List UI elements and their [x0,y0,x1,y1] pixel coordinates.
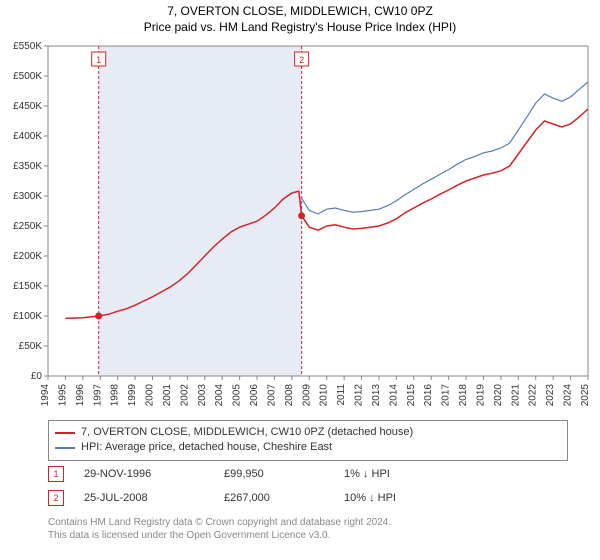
svg-text:2002: 2002 [179,384,190,407]
svg-text:£400K: £400K [13,131,42,142]
sale-price: £267,000 [224,492,344,504]
svg-text:2003: 2003 [197,384,208,407]
price-chart: £0 £50K £100K £150K £200K £250K £300K £350K £400… [0,40,600,420]
legend-label: 7, OVERTON CLOSE, MIDDLEWICH, CW10 0PZ (… [81,425,413,440]
svg-text:2024: 2024 [563,384,574,407]
sale-date: 25-JUL-2008 [84,492,224,504]
svg-text:2004: 2004 [214,384,225,407]
legend: 7, OVERTON CLOSE, MIDDLEWICH, CW10 0PZ (… [48,420,568,461]
svg-text:2012: 2012 [354,384,365,407]
svg-text:£150K: £150K [13,281,42,292]
svg-text:2015: 2015 [406,384,417,407]
svg-text:2020: 2020 [493,384,504,407]
sales-table: 1 29-NOV-1996£99,9501% ↓ HPI 2 25-JUL-2008£… [48,462,464,510]
svg-text:£0: £0 [31,371,43,382]
svg-text:2009: 2009 [301,384,312,407]
page-subtitle: Price paid vs. HM Land Registry's House … [0,18,600,38]
svg-text:2025: 2025 [580,384,591,407]
footer-attribution: Contains HM Land Registry data © Crown c… [48,516,568,542]
page-title: 7, OVERTON CLOSE, MIDDLEWICH, CW10 0PZ [0,0,600,18]
svg-text:1: 1 [96,55,101,65]
svg-text:£200K: £200K [13,251,42,262]
sale-row: 1 29-NOV-1996£99,9501% ↓ HPI [48,462,464,486]
svg-text:£500K: £500K [13,71,42,82]
svg-text:1998: 1998 [110,384,121,407]
svg-text:1996: 1996 [75,384,86,407]
svg-text:2021: 2021 [510,384,521,407]
svg-text:£250K: £250K [13,221,42,232]
svg-text:2018: 2018 [458,384,469,407]
sale-hpi: 10% ↓ HPI [344,492,464,504]
svg-text:2013: 2013 [371,384,382,407]
svg-text:2017: 2017 [441,384,452,407]
svg-text:1997: 1997 [92,384,103,407]
chart-area: £0 £50K £100K £150K £200K £250K £300K £350K £400… [0,40,600,410]
sale-price: £99,950 [224,468,344,480]
footer-line-1: Contains HM Land Registry data © Crown c… [48,516,568,529]
legend-swatch [55,447,75,449]
svg-text:£50K: £50K [19,341,43,352]
svg-text:2007: 2007 [266,384,277,407]
svg-text:£350K: £350K [13,161,42,172]
legend-item: HPI: Average price, detached house, Ches… [55,440,561,455]
svg-text:2016: 2016 [423,384,434,407]
svg-text:2023: 2023 [545,384,556,407]
sale-marker: 1 [48,466,64,482]
svg-text:1999: 1999 [127,384,138,407]
svg-text:2000: 2000 [145,384,156,407]
svg-text:2: 2 [299,55,304,65]
svg-text:2022: 2022 [528,384,539,407]
svg-text:2005: 2005 [232,384,243,407]
sale-marker: 2 [48,490,64,506]
svg-text:2001: 2001 [162,384,173,407]
svg-text:2006: 2006 [249,384,260,407]
svg-text:2011: 2011 [336,384,347,406]
legend-label: HPI: Average price, detached house, Ches… [81,440,332,455]
sale-hpi: 1% ↓ HPI [344,468,464,480]
svg-text:1995: 1995 [57,384,68,407]
footer-line-2: This data is licensed under the Open Gov… [48,529,568,542]
svg-text:£300K: £300K [13,191,42,202]
svg-text:£100K: £100K [13,311,42,322]
svg-text:£550K: £550K [13,41,42,52]
svg-text:2010: 2010 [319,384,330,407]
sale-row: 2 25-JUL-2008£267,00010% ↓ HPI [48,486,464,510]
svg-text:2008: 2008 [284,384,295,407]
legend-swatch [55,432,75,434]
svg-text:2014: 2014 [388,384,399,407]
sale-date: 29-NOV-1996 [84,468,224,480]
legend-item: 7, OVERTON CLOSE, MIDDLEWICH, CW10 0PZ (… [55,425,561,440]
svg-text:1994: 1994 [40,384,51,407]
svg-text:2019: 2019 [475,384,486,407]
svg-text:£450K: £450K [13,101,42,112]
